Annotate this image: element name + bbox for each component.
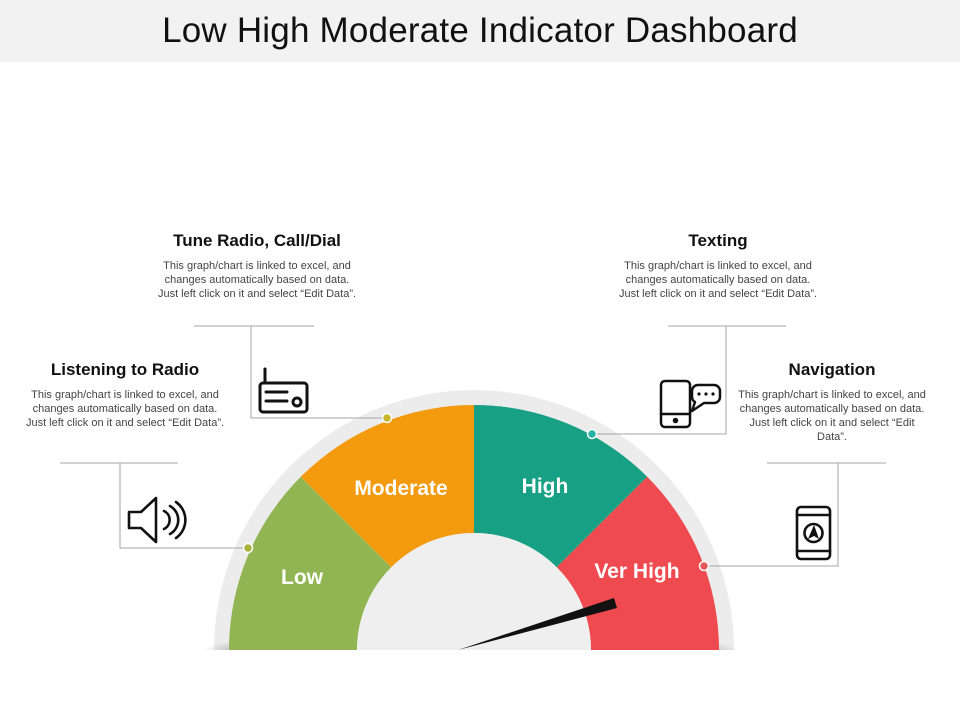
connector-texting — [592, 326, 727, 435]
callout-title-listening: Listening to Radio — [50, 360, 200, 379]
gauge-floor — [200, 650, 760, 720]
radio-icon — [258, 367, 309, 414]
connector-radio-call — [250, 326, 387, 419]
segment-label-high: High — [522, 475, 569, 498]
callout-listening: Listening to Radio This graph/chart is l… — [25, 360, 225, 430]
connector-lines — [60, 325, 886, 567]
marker-dot-listening — [242, 542, 254, 554]
callout-navigation: Navigation This graph/chart is linked to… — [733, 360, 931, 444]
connector-listening — [119, 463, 248, 549]
segment-label-low: Low — [281, 566, 324, 589]
callout-title-texting: Texting — [688, 231, 748, 250]
marker-dot-navigation — [698, 560, 710, 572]
gauge-hub — [357, 533, 591, 650]
title-bar: Low High Moderate Indicator Dashboard — [0, 0, 960, 62]
gauge-segment-low — [229, 476, 392, 650]
connector-navigation — [704, 463, 839, 567]
segment-label-very-high: Ver High — [594, 560, 679, 583]
callout-text-listening: This graph/chart is linked to excel, and… — [25, 389, 225, 429]
callout-title-radio-call: Tune Radio, Call/Dial — [173, 231, 341, 250]
segment-label-moderate: Moderate — [354, 477, 447, 500]
phone-chat-icon — [659, 379, 722, 429]
speaker-icon — [127, 496, 187, 544]
callout-texting: Texting This graph/chart is linked to ex… — [618, 231, 818, 301]
marker-dot-radio-call — [381, 412, 393, 424]
gauge-needle — [458, 598, 617, 650]
navigation-tablet-icon — [795, 505, 832, 561]
callout-radio-call: Tune Radio, Call/Dial This graph/chart i… — [155, 231, 359, 301]
page-title: Low High Moderate Indicator Dashboard — [162, 11, 798, 50]
callout-text-radio-call: This graph/chart is linked to excel, and… — [157, 260, 357, 300]
gauge-segment-moderate — [300, 405, 474, 568]
marker-dot-texting — [586, 428, 598, 440]
gauge-segment-high — [474, 405, 648, 568]
callout-text-navigation: This graph/chart is linked to excel, and… — [738, 389, 926, 443]
callout-text-texting: This graph/chart is linked to excel, and… — [618, 260, 818, 300]
callout-title-navigation: Navigation — [788, 360, 876, 379]
